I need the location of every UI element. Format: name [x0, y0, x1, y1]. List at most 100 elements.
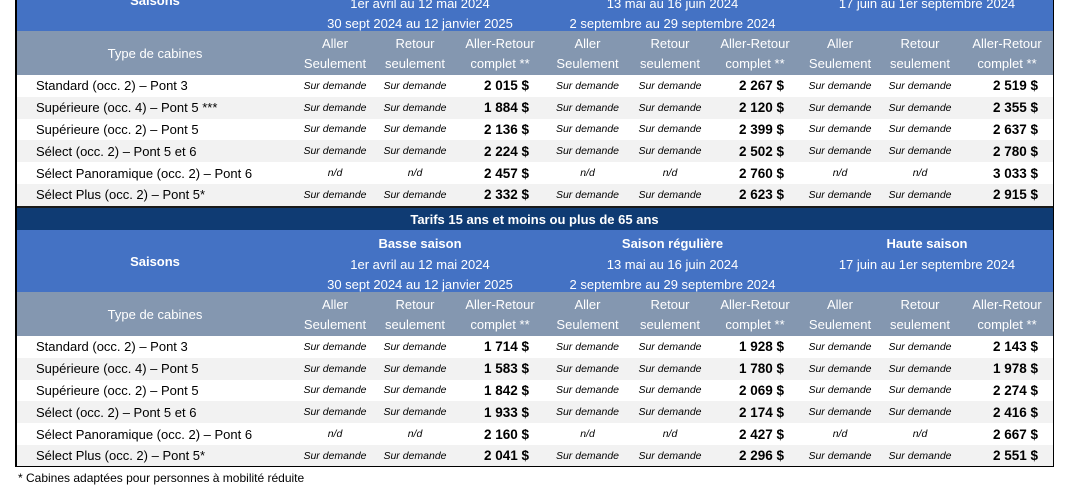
price-cell: 2 267 $: [738, 78, 784, 94]
availability-cell: Sur demande: [555, 101, 620, 114]
cabin-name: Supérieure (occ. 4) – Pont 5 ***: [36, 100, 218, 116]
column-label: Aller-Retour: [720, 35, 790, 51]
availability-cell: Sur demande: [303, 384, 367, 397]
price-cell: 2 274 $: [992, 382, 1038, 398]
availability-cell: Sur demande: [638, 340, 702, 353]
price-cell: 2 667 $: [992, 426, 1038, 442]
availability-cell: Sur demande: [808, 406, 872, 419]
availability-cell: Sur demande: [808, 188, 872, 201]
availability-cell: Sur demande: [303, 79, 367, 92]
column-label: Aller: [826, 296, 853, 312]
availability-cell: n/d: [662, 428, 678, 441]
availability-cell: Sur demande: [303, 101, 367, 114]
price-cell: 2 174 $: [738, 404, 784, 420]
column-label: complet **: [977, 316, 1037, 332]
price-cell: 2 224 $: [483, 143, 529, 159]
column-label: Aller-Retour: [720, 296, 790, 312]
season-dates: 30 sept 2024 au 12 janvier 2025: [327, 15, 513, 31]
price-cell: 2 120 $: [738, 100, 784, 116]
price-cell: 2 623 $: [738, 187, 784, 203]
availability-cell: Sur demande: [638, 188, 702, 201]
availability-cell: n/d: [912, 428, 928, 441]
availability-cell: Sur demande: [888, 340, 952, 353]
column-label: Seulement: [808, 316, 872, 332]
cabin-name: Sélect Panoramique (occ. 2) – Pont 6: [36, 426, 253, 442]
availability-cell: n/d: [407, 167, 423, 180]
availability-cell: Sur demande: [555, 123, 620, 136]
column-header: [15, 31, 1054, 75]
column-label: complet **: [470, 55, 530, 71]
column-label: Seulement: [556, 55, 619, 71]
availability-cell: Sur demande: [888, 79, 952, 92]
availability-cell: Sur demande: [303, 188, 367, 201]
cabin-name: Sélect (occ. 2) – Pont 5 et 6: [36, 143, 197, 159]
price-cell: 2 041 $: [483, 448, 529, 464]
availability-cell: Sur demande: [808, 101, 872, 114]
availability-cell: Sur demande: [303, 145, 367, 158]
price-cell: 2 519 $: [992, 78, 1038, 94]
seasons-header: [15, 0, 1054, 31]
price-cell: 2 160 $: [483, 426, 529, 442]
column-label: Aller-Retour: [972, 35, 1042, 51]
availability-cell: Sur demande: [555, 145, 620, 158]
column-label: Seulement: [303, 316, 367, 332]
availability-cell: Sur demande: [303, 406, 367, 419]
table-separator: [15, 205, 1054, 208]
availability-cell: Sur demande: [638, 362, 702, 375]
season-name: Haute saison: [886, 235, 968, 251]
price-cell: 2 143 $: [992, 339, 1038, 355]
column-label: Aller: [321, 35, 348, 51]
price-cell: 1 714 $: [483, 339, 529, 355]
season-dates: 2 septembre au 29 septembre 2024: [569, 276, 776, 292]
availability-cell: Sur demande: [555, 384, 620, 397]
availability-cell: Sur demande: [555, 449, 620, 462]
availability-cell: n/d: [912, 167, 928, 180]
availability-cell: Sur demande: [383, 79, 447, 92]
price-cell: 2 780 $: [992, 143, 1038, 159]
seasons-header: [15, 230, 1054, 292]
cabin-name: Supérieure (occ. 4) – Pont 5: [36, 361, 199, 377]
column-label: Retour: [900, 296, 940, 312]
table-border-left: [15, 0, 17, 467]
column-label: Aller: [574, 35, 601, 51]
price-cell: 2 355 $: [992, 100, 1038, 116]
price-cell: 2 136 $: [483, 121, 529, 137]
availability-cell: Sur demande: [383, 101, 447, 114]
availability-cell: Sur demande: [383, 340, 447, 353]
table-row: [15, 96, 1054, 119]
table-row: [15, 401, 1054, 424]
season-dates: 30 sept 2024 au 12 janvier 2025: [327, 276, 513, 292]
price-cell: 1 583 $: [483, 361, 529, 377]
availability-cell: Sur demande: [555, 406, 620, 419]
column-label: seulement: [385, 55, 445, 71]
table-row: [15, 379, 1054, 402]
cabin-name: Standard (occ. 2) – Pont 3: [36, 339, 188, 355]
season-name: Saison régulière: [621, 235, 724, 251]
type-header: Type de cabines: [107, 306, 203, 322]
availability-cell: Sur demande: [303, 362, 367, 375]
availability-cell: Sur demande: [888, 145, 952, 158]
price-cell: 2 015 $: [483, 78, 529, 94]
availability-cell: Sur demande: [638, 384, 702, 397]
column-label: seulement: [890, 316, 950, 332]
price-cell: 2 637 $: [992, 121, 1038, 137]
availability-cell: Sur demande: [888, 449, 952, 462]
column-label: Seulement: [808, 55, 872, 71]
availability-cell: Sur demande: [383, 384, 447, 397]
column-label: complet **: [977, 55, 1037, 71]
price-cell: 2 332 $: [483, 187, 529, 203]
table-border-right: [1052, 0, 1054, 467]
availability-cell: Sur demande: [808, 79, 872, 92]
availability-cell: Sur demande: [808, 384, 872, 397]
season-dates: 17 juin au 1er septembre 2024: [838, 0, 1016, 11]
availability-cell: Sur demande: [555, 188, 620, 201]
column-label: Aller: [826, 35, 853, 51]
section-title: Tarifs 15 ans et moins ou plus de 65 ans: [410, 211, 659, 227]
availability-cell: Sur demande: [555, 340, 620, 353]
availability-cell: n/d: [580, 167, 595, 180]
cabin-name: Supérieure (occ. 2) – Pont 5: [36, 121, 199, 137]
price-cell: 2 760 $: [738, 165, 784, 181]
availability-cell: Sur demande: [383, 145, 447, 158]
table-row: [15, 140, 1054, 163]
